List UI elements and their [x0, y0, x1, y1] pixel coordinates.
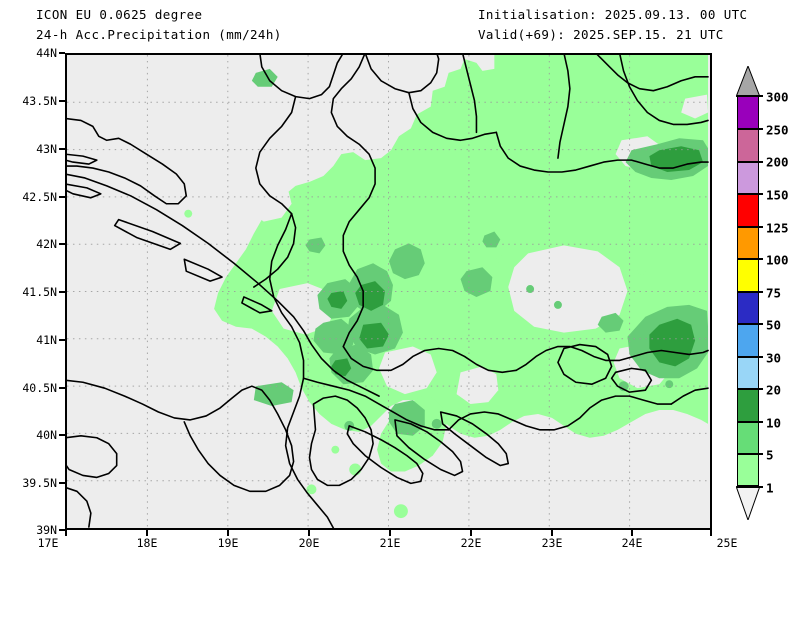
- colorbar-label-1: 1: [766, 480, 774, 496]
- colorbar-tick: [737, 356, 763, 358]
- x-tick-mark: [470, 530, 472, 536]
- x-tick-mark: [146, 530, 148, 536]
- colorbar-tick: [737, 95, 763, 97]
- map-plot-area: [65, 53, 712, 530]
- x-axis-label-21e: 21E: [379, 536, 401, 550]
- colorbar-tick: [737, 128, 763, 130]
- colorbar-label-30: 30: [766, 350, 782, 366]
- y-tick-mark: [59, 196, 65, 198]
- colorbar-label-250: 250: [766, 122, 789, 138]
- y-tick-mark: [59, 434, 65, 436]
- model-name-label: ICON EU 0.0625 degree: [36, 7, 203, 22]
- colorbar-label-125: 125: [766, 220, 789, 236]
- colorbar-tick: [737, 323, 763, 325]
- colorbar-label-10: 10: [766, 415, 782, 431]
- colorbar-band-20-30: [737, 356, 759, 389]
- y-axis-label-40n: 40N: [36, 428, 57, 442]
- colorbar-label-75: 75: [766, 285, 782, 301]
- colorbar-label-300: 300: [766, 89, 789, 105]
- colorbar-band-250-300: [737, 96, 759, 129]
- y-axis-label-40p5n: 40.5N: [22, 381, 57, 395]
- x-axis-label-19e: 19E: [217, 536, 239, 550]
- map-canvas: [67, 55, 710, 528]
- x-axis-label-20e: 20E: [298, 536, 320, 550]
- x-tick-mark: [308, 530, 310, 536]
- colorbar-tick: [737, 291, 763, 293]
- y-axis-label-41p5n: 41.5N: [22, 285, 57, 299]
- colorbar-tick: [737, 193, 763, 195]
- x-axis-label-22e: 22E: [460, 536, 482, 550]
- colorbar-band-125-150: [737, 193, 759, 226]
- colorbar-label-5: 5: [766, 447, 774, 463]
- colorbar-tick: [737, 258, 763, 260]
- y-axis-label-39n: 39N: [36, 523, 57, 537]
- colorbar-band-150-200: [737, 161, 759, 194]
- y-axis-label-39p5n: 39.5N: [22, 476, 57, 490]
- y-tick-mark: [59, 529, 65, 531]
- x-axis-label-18e: 18E: [136, 536, 158, 550]
- colorbar-cap-top: [736, 66, 760, 97]
- colorbar-label-20: 20: [766, 382, 782, 398]
- colorbar-label-50: 50: [766, 317, 782, 333]
- colorbar-cap-bottom: [736, 486, 760, 520]
- x-tick-mark: [631, 530, 633, 536]
- y-tick-mark: [59, 52, 65, 54]
- y-tick-mark: [59, 387, 65, 389]
- y-axis-label-43n: 43N: [36, 142, 57, 156]
- colorbar-band-10-20: [737, 388, 759, 421]
- x-axis-label-25e: 25E: [716, 536, 738, 550]
- valid-time-label: Valid(+69): 2025.SEP.15. 21 UTC: [478, 27, 724, 42]
- x-axis-label-23e: 23E: [541, 536, 563, 550]
- field-name-label: 24-h Acc.Precipitation (mm/24h): [36, 27, 282, 42]
- colorbar-tick: [737, 453, 763, 455]
- x-tick-mark: [227, 530, 229, 536]
- colorbar-tick: [737, 486, 763, 488]
- y-axis-label-43p5n: 43.5N: [22, 94, 57, 108]
- colorbar-label-150: 150: [766, 187, 789, 203]
- colorbar-band-100-125: [737, 226, 759, 259]
- map-coastlines-and-borders: [67, 55, 709, 528]
- x-axis-label-24e: 24E: [621, 536, 643, 550]
- colorbar-band-200-250: [737, 128, 759, 161]
- y-axis-label-42p5n: 42.5N: [22, 190, 57, 204]
- y-tick-mark: [59, 148, 65, 150]
- y-tick-mark: [59, 339, 65, 341]
- initialisation-label: Initialisation: 2025.09.13. 00 UTC: [478, 7, 748, 22]
- x-tick-mark: [551, 530, 553, 536]
- colorbar-band-1-5: [737, 453, 759, 486]
- colorbar-tick: [737, 388, 763, 390]
- y-tick-mark: [59, 291, 65, 293]
- colorbar-tick: [737, 421, 763, 423]
- x-tick-mark: [710, 530, 712, 536]
- y-axis-label-44n: 44N: [36, 46, 57, 60]
- colorbar[interactable]: [737, 96, 759, 486]
- y-axis-label-42n: 42N: [36, 237, 57, 251]
- colorbar-band-50-75: [737, 291, 759, 324]
- x-axis-label-17e: 17E: [37, 536, 59, 550]
- colorbar-band-75-100: [737, 258, 759, 291]
- x-tick-mark: [389, 530, 391, 536]
- y-tick-mark: [59, 100, 65, 102]
- colorbar-band-5-10: [737, 421, 759, 454]
- colorbar-tick: [737, 161, 763, 163]
- colorbar-label-200: 200: [766, 154, 789, 170]
- y-tick-mark: [59, 243, 65, 245]
- x-tick-mark: [65, 530, 67, 536]
- colorbar-label-100: 100: [766, 252, 789, 268]
- colorbar-band-30-50: [737, 323, 759, 356]
- y-tick-mark: [59, 482, 65, 484]
- y-axis-label-41n: 41N: [36, 333, 57, 347]
- colorbar-tick: [737, 226, 763, 228]
